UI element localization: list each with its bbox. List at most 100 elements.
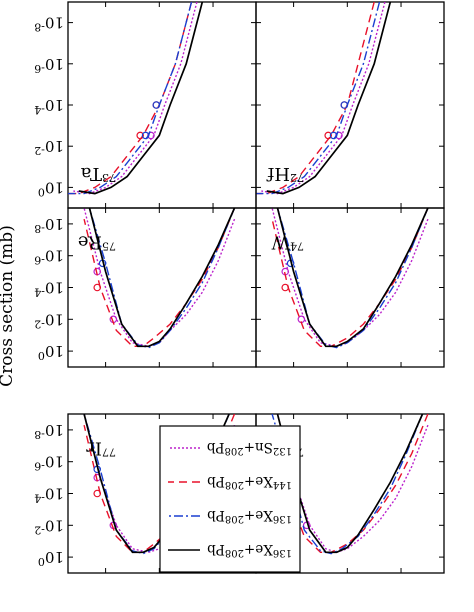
y-tick-label-base: 10 xyxy=(45,310,64,328)
legend-label-part: Xe xyxy=(255,507,273,523)
rotated-figure: 76Os77Ir10-810-610-410-210074W75Re10-810… xyxy=(0,1,445,574)
y-tick-label-base: 10 xyxy=(45,247,64,265)
y-tick-label: 10-8 xyxy=(34,215,64,235)
y-tick-label-exp: -8 xyxy=(34,21,45,34)
panel-label: 73Ta xyxy=(80,163,116,184)
y-tick-label-base: 10 xyxy=(45,485,64,503)
y-tick-label-exp: -8 xyxy=(34,222,45,235)
y-tick-label-exp: -2 xyxy=(34,523,45,536)
y-tick-label-base: 10 xyxy=(45,516,64,534)
panel-74W: 74W xyxy=(255,207,445,368)
legend-label-part: 208 xyxy=(225,479,244,490)
legend-box xyxy=(159,425,301,573)
legend-label-part: 136 xyxy=(273,547,292,558)
data-point xyxy=(93,489,102,498)
legend-label-part: Pb xyxy=(207,439,225,455)
series-line xyxy=(271,208,429,348)
data-point xyxy=(340,101,349,109)
series-line xyxy=(276,208,429,349)
series-line xyxy=(83,208,236,347)
legend-label-part: Pb xyxy=(207,541,225,557)
y-tick-label: 100 xyxy=(38,178,64,198)
y-tick-label-exp: 0 xyxy=(38,349,45,362)
series-line xyxy=(78,2,204,195)
y-tick-label-base: 10 xyxy=(45,453,64,471)
series-line xyxy=(88,208,236,349)
legend-label-part: Xe xyxy=(255,473,273,489)
series-group xyxy=(256,2,392,195)
legend-label-part: Pb xyxy=(207,507,225,523)
y-tick-label: 10-4 xyxy=(34,96,64,116)
y-tick-label-base: 10 xyxy=(45,548,64,566)
y-tick-label: 10-2 xyxy=(34,137,64,157)
y-axis-title: Cross section (mb) xyxy=(0,225,17,387)
y-tick-label: 10-6 xyxy=(34,247,64,267)
data-point xyxy=(141,131,150,140)
panel-label-exp: 77 xyxy=(102,446,116,459)
panel-label-symbol: W xyxy=(271,232,290,253)
legend-label: 136Xe+208Pb xyxy=(207,541,292,558)
series-line xyxy=(276,208,429,348)
panel-label-exp: 73 xyxy=(102,171,116,184)
legend-label-part: + xyxy=(244,439,255,455)
data-point xyxy=(329,131,338,140)
y-tick-label-exp: -4 xyxy=(34,492,45,505)
panel-label: 74W xyxy=(271,232,304,253)
series-line xyxy=(266,2,392,195)
series-line xyxy=(88,208,236,348)
y-tick-label-exp: -2 xyxy=(34,144,45,157)
y-tick-label-base: 10 xyxy=(45,137,64,155)
y-tick-label-base: 10 xyxy=(45,215,64,233)
y-tick-label-base: 10 xyxy=(45,342,64,360)
legend-label: 132Sn+208Pb xyxy=(207,439,292,456)
data-point xyxy=(324,131,332,140)
series-line xyxy=(256,2,381,195)
y-tick-label-base: 10 xyxy=(45,96,64,114)
legend-label-part: Pb xyxy=(207,473,225,489)
legend-label-part: 144 xyxy=(273,479,292,490)
y-tick-label-base: 10 xyxy=(45,279,64,297)
series-group xyxy=(68,2,204,195)
series-line xyxy=(271,208,429,347)
panel-label-symbol: Ir xyxy=(86,438,102,459)
legend: 136Xe+208Pb136Xe+208Pb144Xe+208Pb132Sn+2… xyxy=(159,425,301,573)
legend-label-part: 132 xyxy=(273,445,292,456)
series-line xyxy=(276,414,424,554)
panel-label-exp: 74 xyxy=(290,240,304,253)
legend-label-part: 208 xyxy=(225,513,244,524)
panel-label-exp: 72 xyxy=(290,171,304,184)
legend-label: 144Xe+208Pb xyxy=(207,473,292,490)
panel-label-symbol: Re xyxy=(78,232,102,253)
data-point xyxy=(281,283,290,292)
y-tick-label-exp: -4 xyxy=(34,103,45,116)
y-tick-label-exp: -6 xyxy=(34,62,45,75)
legend-label-part: 208 xyxy=(225,445,244,456)
panel-label-exp: 75 xyxy=(102,240,116,253)
panel-label: 72Hf xyxy=(266,163,304,184)
panel-72Hf: 72Hf xyxy=(255,1,445,209)
legend-label-part: 136 xyxy=(273,513,292,524)
legend-label-part: Sn xyxy=(255,439,273,455)
axis-titles: 180190200A180190200ACross section (mb) xyxy=(0,225,17,387)
legend-label-part: 208 xyxy=(225,547,244,558)
y-tick-label-base: 10 xyxy=(45,421,64,439)
series-line xyxy=(83,208,236,348)
y-tick-label-base: 10 xyxy=(45,178,64,196)
y-tick-label: 10-8 xyxy=(34,421,64,441)
legend-label: 136Xe+208Pb xyxy=(207,507,292,524)
y-tick-label-exp: -6 xyxy=(34,254,45,267)
y-tick-label: 100 xyxy=(38,548,64,568)
y-tick-label-base: 10 xyxy=(45,55,64,73)
y-tick-label-exp: -2 xyxy=(34,317,45,330)
series-line xyxy=(68,2,193,195)
y-tick-label-base: 10 xyxy=(45,14,64,32)
legend-label-part: + xyxy=(244,507,255,523)
series-line xyxy=(276,414,429,554)
y-tick-label: 10-6 xyxy=(34,453,64,473)
legend-label-part: + xyxy=(244,473,255,489)
data-point xyxy=(152,101,161,109)
data-point xyxy=(136,131,145,140)
panel-label: 77Ir xyxy=(86,438,116,459)
